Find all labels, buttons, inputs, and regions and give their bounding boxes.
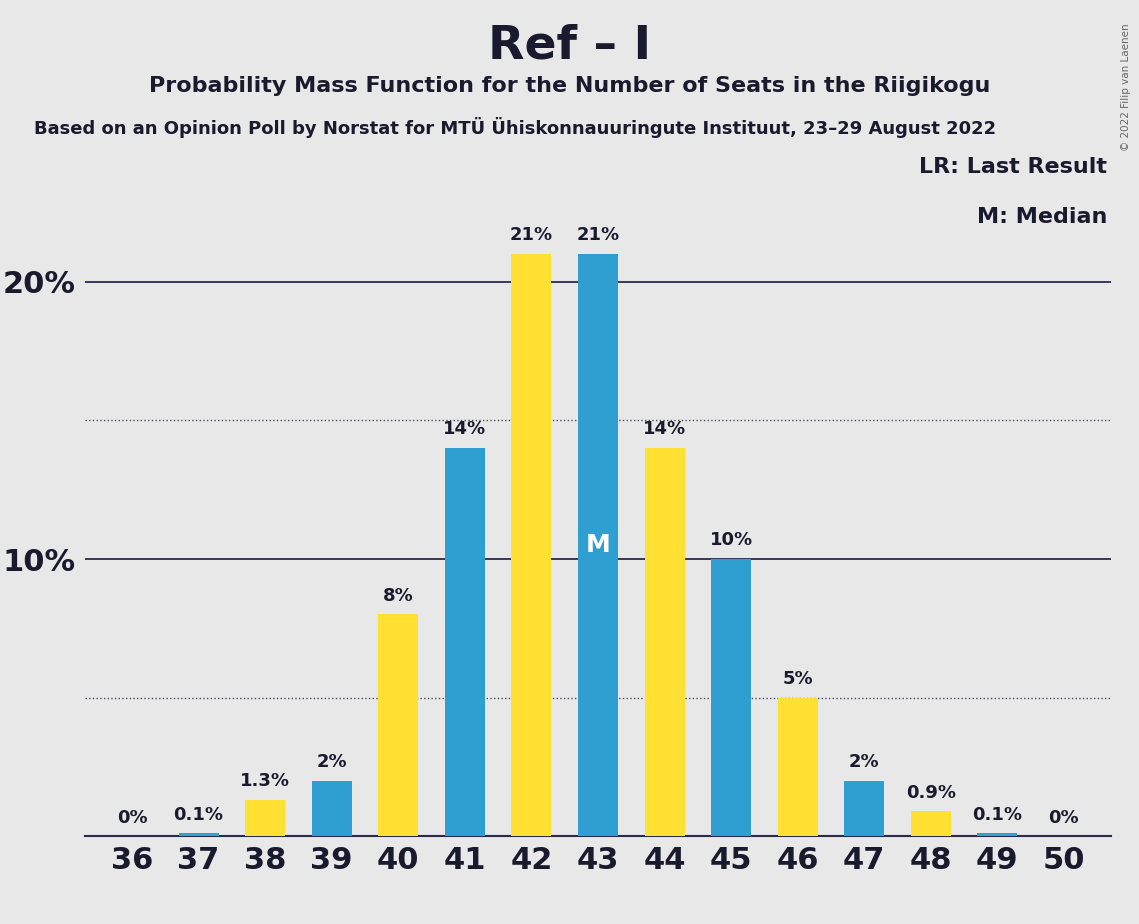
- Bar: [577, 254, 618, 836]
- Bar: [445, 448, 485, 836]
- Bar: [977, 833, 1017, 836]
- Text: 8%: 8%: [383, 587, 413, 605]
- Text: 0.1%: 0.1%: [973, 806, 1023, 824]
- Text: 0.9%: 0.9%: [906, 784, 956, 802]
- Text: 0%: 0%: [1049, 808, 1080, 827]
- Text: Probability Mass Function for the Number of Seats in the Riigikogu: Probability Mass Function for the Number…: [149, 76, 990, 96]
- Bar: [179, 833, 219, 836]
- Text: 2%: 2%: [317, 753, 347, 771]
- Bar: [844, 781, 884, 836]
- Bar: [645, 448, 685, 836]
- Bar: [312, 781, 352, 836]
- Text: M: M: [585, 533, 611, 557]
- Text: 1.3%: 1.3%: [240, 772, 290, 791]
- Text: 14%: 14%: [443, 420, 486, 439]
- Bar: [711, 559, 751, 836]
- Text: Ref – I: Ref – I: [487, 23, 652, 68]
- Bar: [245, 800, 285, 836]
- Text: 0%: 0%: [116, 808, 147, 827]
- Text: © 2022 Filip van Laenen: © 2022 Filip van Laenen: [1121, 23, 1131, 151]
- Text: M: Median: M: Median: [977, 207, 1107, 227]
- Text: 5%: 5%: [782, 670, 813, 687]
- Text: LR: LR: [780, 755, 816, 779]
- Text: 14%: 14%: [644, 420, 686, 439]
- Bar: [378, 614, 418, 836]
- Bar: [511, 254, 551, 836]
- Text: LR: Last Result: LR: Last Result: [919, 157, 1107, 177]
- Text: 10%: 10%: [710, 531, 753, 549]
- Text: 2%: 2%: [849, 753, 879, 771]
- Text: 21%: 21%: [510, 226, 552, 245]
- Text: 0.1%: 0.1%: [173, 806, 223, 824]
- Bar: [911, 811, 951, 836]
- Bar: [778, 698, 818, 836]
- Text: Based on an Opinion Poll by Norstat for MTÜ Ühiskonnauuringute Instituut, 23–29 : Based on an Opinion Poll by Norstat for …: [34, 117, 997, 139]
- Text: 21%: 21%: [576, 226, 620, 245]
